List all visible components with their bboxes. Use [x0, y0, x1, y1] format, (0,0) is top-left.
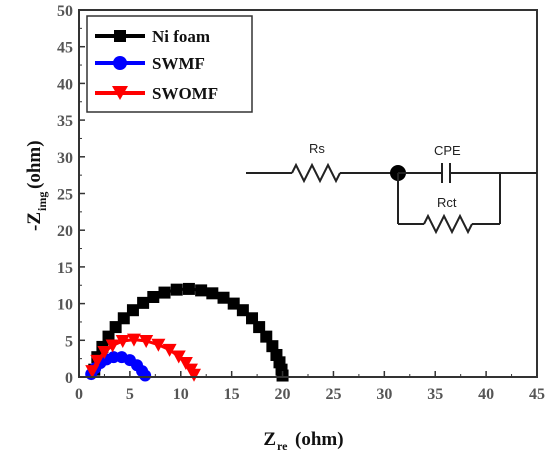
rct-label: Rct [437, 195, 457, 210]
series-layer [85, 282, 289, 382]
legend-marker-ni-foam [114, 30, 126, 42]
legend: Ni foam SWMF SWOMF [86, 15, 253, 113]
y-tick-label: 10 [57, 297, 73, 314]
legend-label-ni-foam: Ni foam [152, 27, 210, 46]
data-point-swomf [178, 357, 193, 371]
x-axis-label: Z re (ohm) [263, 429, 343, 453]
cpe-label: CPE [434, 143, 461, 158]
legend-marker-swmf [113, 56, 127, 70]
legend-item-swomf: SWOMF [95, 84, 218, 103]
data-point-ni-foam [147, 290, 160, 303]
y-tick-label: 40 [57, 76, 73, 93]
x-tick-label: 0 [75, 386, 83, 403]
data-point-swomf [139, 335, 154, 349]
y-tick-label: 25 [57, 187, 73, 204]
y-axis-label-unit: (ohm) [24, 140, 45, 189]
data-point-ni-foam [170, 283, 183, 296]
x-axis-label-main: Z [263, 429, 276, 450]
y-tick-label: 15 [57, 260, 73, 277]
y-axis-label-sub: img [35, 192, 49, 211]
data-point-ni-foam [158, 286, 171, 299]
rs-label: Rs [309, 141, 325, 156]
y-tick-label: 20 [57, 223, 73, 240]
data-point-ni-foam [206, 287, 219, 300]
y-tick-label: 30 [57, 150, 73, 167]
y-tick-label: 5 [65, 333, 73, 350]
series-swomf [85, 333, 202, 382]
x-tick-label: 40 [478, 386, 494, 403]
legend-label-swomf: SWOMF [152, 84, 218, 103]
data-point-ni-foam [137, 296, 150, 309]
y-tick-label: 35 [57, 113, 73, 130]
x-tick-label: 10 [173, 386, 189, 403]
x-tick-label: 5 [126, 386, 134, 403]
data-point-swomf [151, 338, 166, 352]
data-point-ni-foam [182, 282, 195, 295]
data-point-ni-foam [260, 330, 273, 343]
data-point-swomf [105, 339, 120, 353]
y-axis-label: -Z img (ohm) [24, 140, 49, 231]
x-tick-label: 30 [376, 386, 392, 403]
data-point-swomf [85, 365, 100, 379]
data-point-ni-foam [195, 284, 208, 297]
data-point-swomf [126, 333, 141, 347]
data-point-swomf [162, 343, 177, 357]
resistor-rs-symbol [291, 162, 341, 184]
data-point-swomf [97, 346, 112, 360]
data-point-ni-foam [227, 297, 240, 310]
data-point-ni-foam [217, 291, 230, 304]
data-point-swmf [139, 369, 152, 382]
x-axis-label-sub: re [277, 439, 288, 453]
legend-label-swmf: SWMF [152, 54, 205, 73]
data-point-swomf [115, 335, 130, 349]
y-axis-label-main: -Z [24, 212, 45, 231]
legend-item-ni-foam: Ni foam [95, 27, 210, 46]
x-tick-label: 15 [224, 386, 240, 403]
y-tick-label: 0 [65, 370, 73, 387]
data-point-swomf [187, 368, 202, 382]
data-point-ni-foam [253, 321, 266, 334]
y-tick-label: 45 [57, 40, 73, 57]
legend-item-swmf: SWMF [95, 54, 205, 73]
x-tick-label: 20 [275, 386, 291, 403]
resistor-rct-symbol [423, 213, 473, 235]
legend-marker-swomf [112, 86, 128, 100]
equivalent-circuit-inset [246, 162, 537, 235]
data-point-ni-foam [236, 304, 249, 317]
x-axis-label-unit: (ohm) [295, 429, 344, 450]
data-point-ni-foam [126, 304, 139, 317]
x-tick-label: 35 [427, 386, 443, 403]
svg-text:Z: Z [263, 429, 276, 450]
data-point-swomf [90, 354, 105, 368]
axes-layer: 0 5 10 15 20 25 30 35 40 45 0 5 10 15 20 25 30 35 40 45 50 [57, 3, 545, 403]
data-point-ni-foam [117, 312, 130, 325]
x-tick-label: 25 [325, 386, 341, 403]
y-tick-label: 50 [57, 3, 73, 20]
data-point-swomf [171, 350, 186, 364]
x-tick-label: 45 [529, 386, 545, 403]
